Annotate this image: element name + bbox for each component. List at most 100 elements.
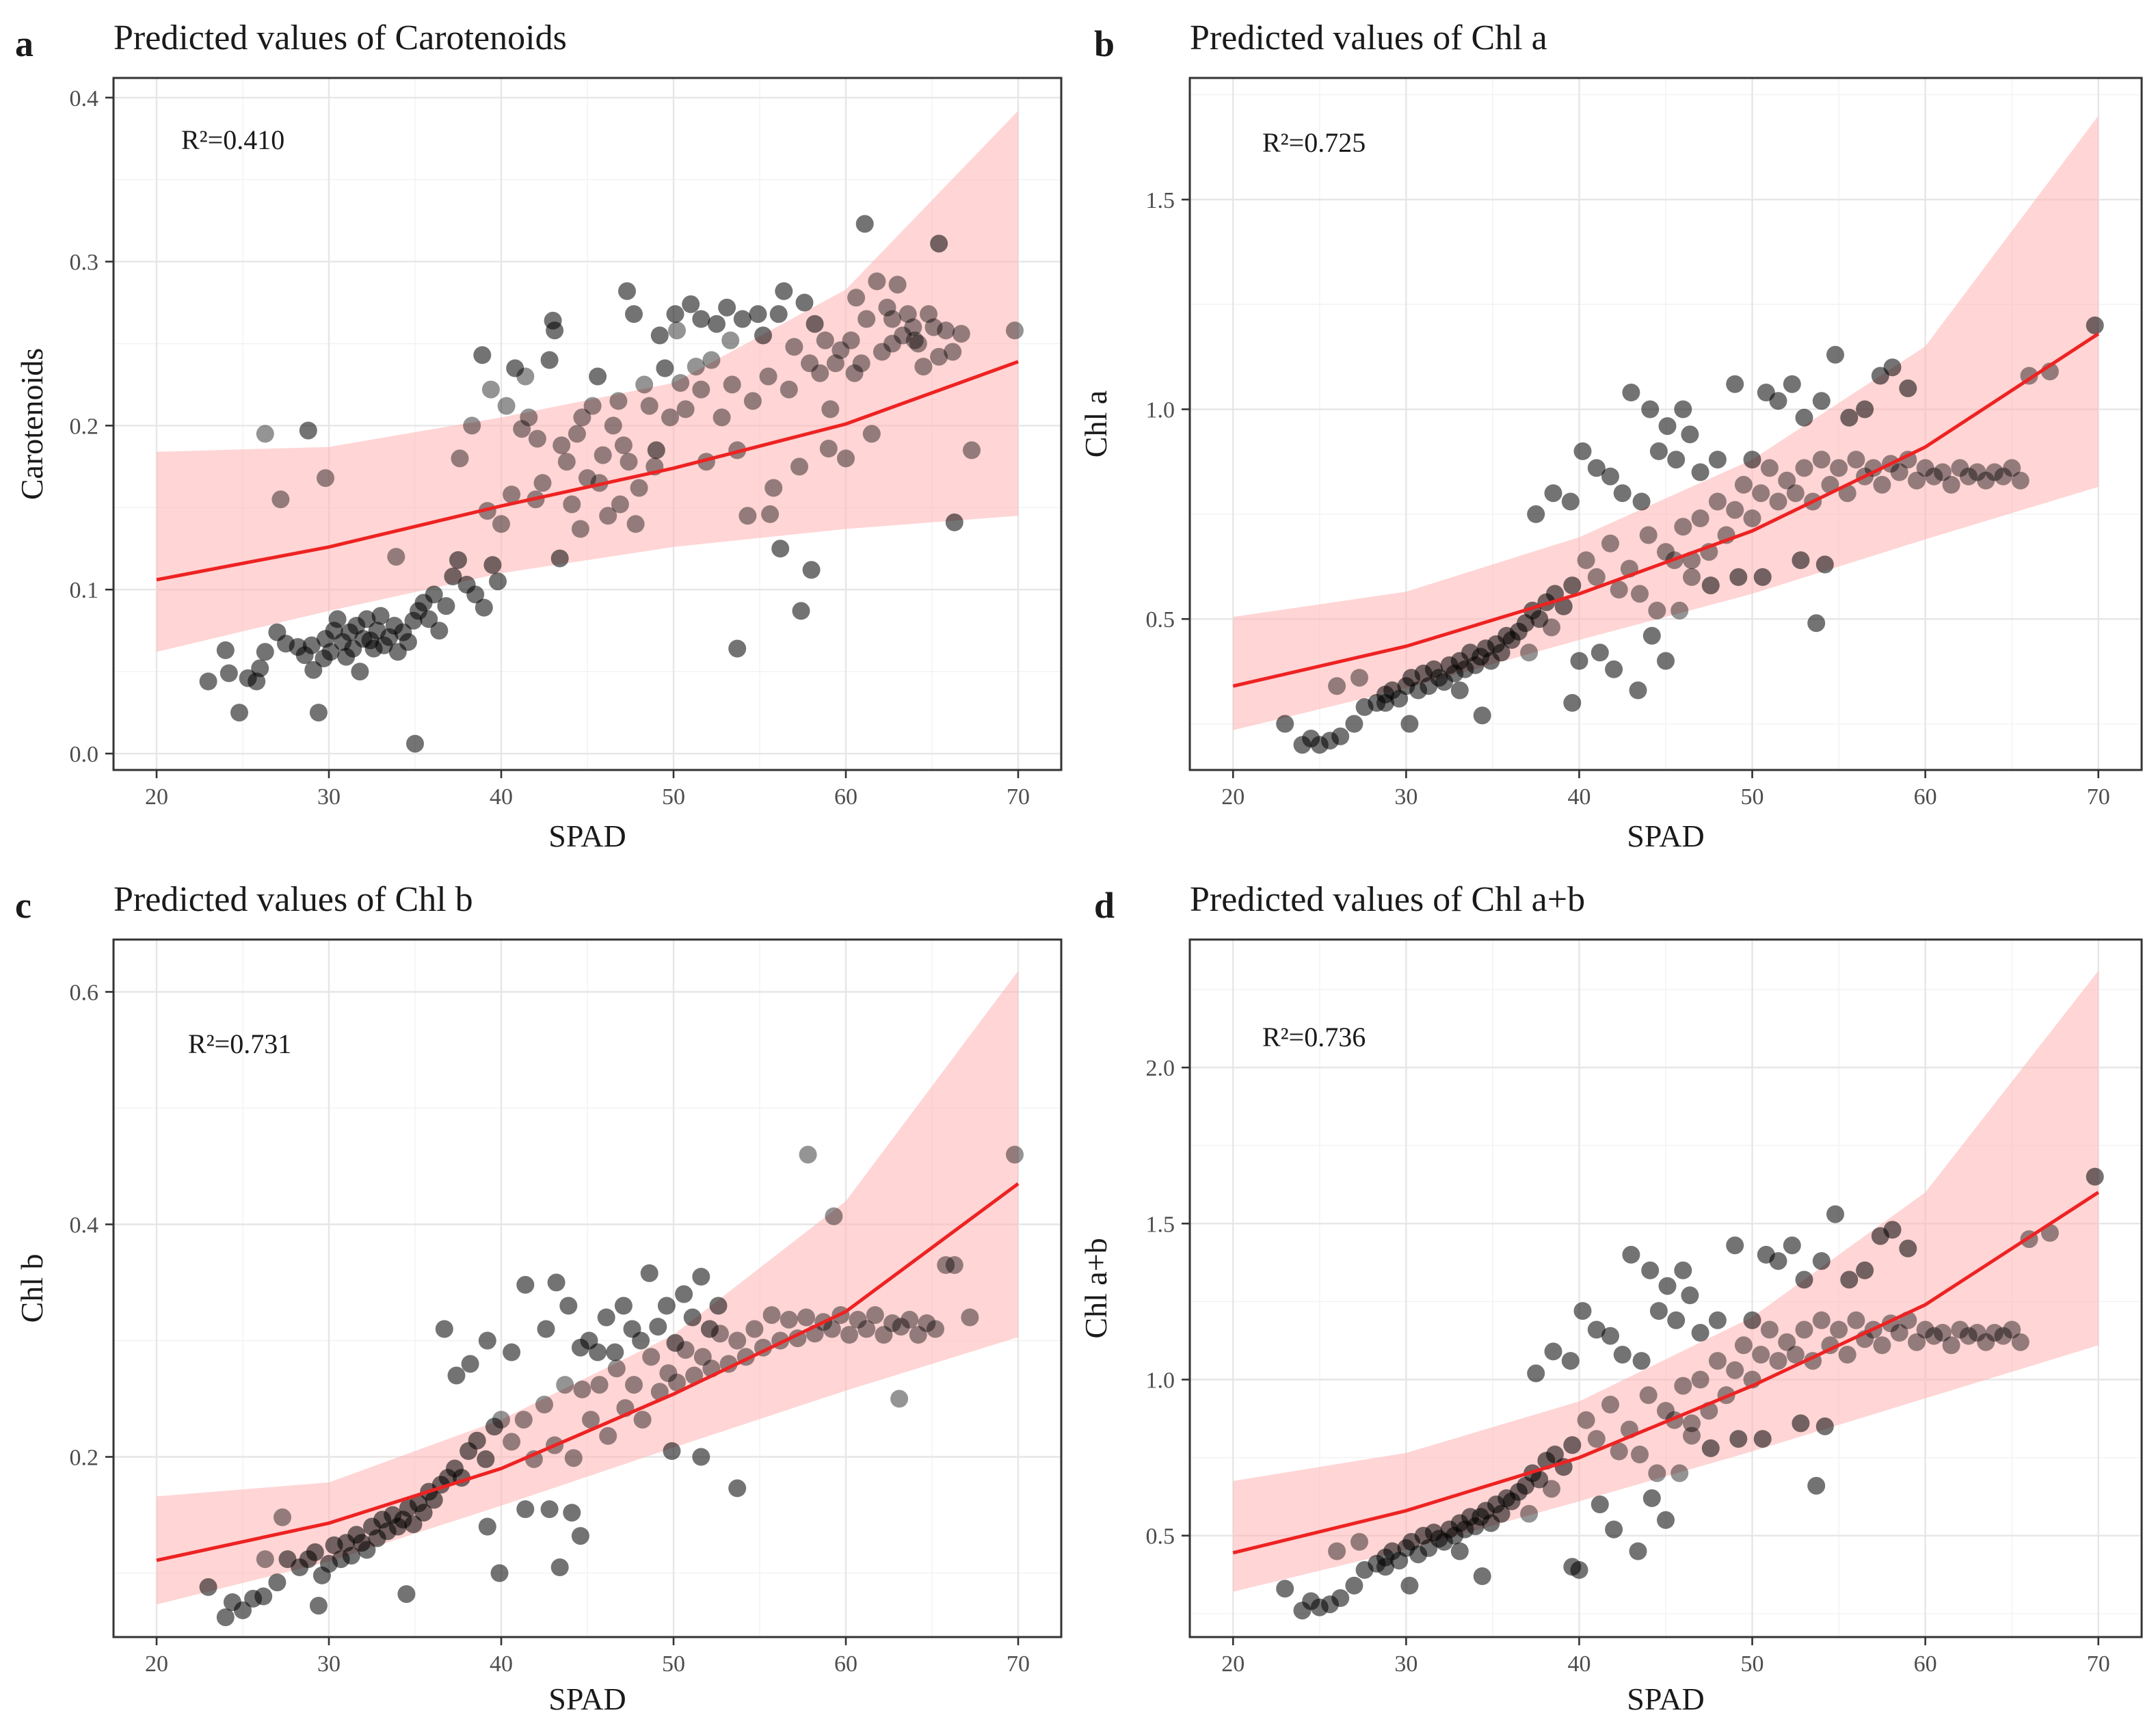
data-point (780, 1310, 798, 1329)
panel-title: Predicted values of Chl a (1190, 18, 1547, 57)
x-tick-label: 70 (2087, 1651, 2110, 1677)
data-point (683, 1308, 702, 1327)
data-point (821, 400, 840, 418)
data-point (304, 661, 323, 679)
fit-line (156, 1182, 1020, 1563)
data-point (216, 641, 235, 659)
data-point (1642, 626, 1661, 645)
data-point (1577, 551, 1595, 570)
data-point (1792, 1414, 1810, 1433)
x-tick-label: 20 (145, 1651, 168, 1677)
data-point (656, 359, 674, 377)
data-point (1753, 1430, 1772, 1448)
data-point (1674, 400, 1692, 418)
data-point (1925, 467, 1943, 486)
data-point (764, 479, 783, 497)
data-point (234, 1601, 252, 1619)
r-squared-label: R²=0.410 (181, 124, 284, 155)
x-tick-label: 50 (662, 784, 685, 810)
data-point (792, 602, 810, 620)
data-point (668, 321, 686, 340)
data-point (230, 704, 248, 722)
data-point (1657, 1511, 1675, 1529)
data-point (892, 1318, 910, 1336)
data-point (842, 331, 860, 349)
data-point (745, 1320, 764, 1338)
data-point (553, 436, 571, 455)
data-point (2011, 471, 2029, 490)
data-point (668, 1373, 686, 1392)
data-point (483, 556, 502, 574)
data-point (342, 1547, 360, 1565)
x-tick-label: 70 (2087, 784, 2110, 810)
data-point (547, 1273, 565, 1292)
data-point (516, 1500, 535, 1518)
data-point (1760, 1320, 1779, 1339)
data-point (666, 305, 684, 323)
x-tick-label: 40 (490, 1651, 513, 1677)
data-point (849, 1310, 867, 1329)
data-point (685, 1366, 704, 1385)
data-point (855, 215, 874, 233)
data-point (640, 397, 658, 415)
data-point (937, 321, 955, 340)
y-tick-label: 2.0 (1146, 1056, 1175, 1081)
data-point (1847, 451, 1865, 469)
data-point (1830, 1320, 1848, 1339)
data-point (256, 1550, 274, 1569)
data-point (1648, 601, 1666, 620)
data-point (728, 639, 747, 658)
data-point (309, 1597, 328, 1615)
data-point (894, 326, 912, 345)
data-point (625, 1376, 643, 1394)
data-point (328, 610, 347, 628)
data-point (1648, 1464, 1666, 1483)
data-point (503, 486, 521, 504)
data-point (1769, 492, 1787, 511)
data-point (1601, 534, 1619, 553)
data-point (1769, 1252, 1787, 1271)
data-point (1527, 1364, 1545, 1383)
data-point (676, 400, 695, 418)
data-point (1838, 1346, 1856, 1364)
data-point (1563, 1436, 1582, 1454)
data-point (1561, 1352, 1580, 1370)
data-point (599, 1426, 617, 1445)
data-point (609, 392, 628, 410)
data-point (1546, 1446, 1564, 1463)
data-point (618, 282, 636, 300)
data-point (540, 351, 559, 369)
data-point (693, 1348, 712, 1366)
data-point (463, 416, 481, 435)
x-tick-label: 30 (1394, 784, 1418, 810)
data-point (481, 380, 500, 399)
data-point (1450, 1542, 1469, 1560)
data-point (1977, 1333, 1995, 1351)
data-point (866, 1306, 884, 1325)
data-point (478, 1517, 496, 1536)
data-point (1985, 1324, 2004, 1342)
points-layer (1276, 1167, 2104, 1620)
data-point (1328, 1542, 1346, 1560)
data-point (597, 1308, 615, 1327)
data-point (845, 364, 864, 382)
data-point (1520, 1504, 1539, 1523)
data-point (927, 1320, 944, 1338)
data-point (478, 1331, 496, 1350)
data-point (1671, 1464, 1689, 1483)
data-point (1520, 643, 1539, 662)
data-point (1671, 601, 1689, 620)
data-point (728, 1479, 747, 1498)
data-point (1769, 1352, 1787, 1370)
data-point (883, 334, 901, 353)
data-point (599, 507, 617, 525)
data-point (700, 1320, 719, 1338)
data-point (425, 585, 443, 604)
data-point (1642, 1489, 1661, 1507)
data-point (1726, 375, 1744, 393)
data-point (1691, 1324, 1709, 1342)
data-point (1641, 1261, 1660, 1279)
data-point (1807, 614, 1826, 633)
data-point (590, 1376, 609, 1394)
data-point (1883, 1221, 1902, 1239)
